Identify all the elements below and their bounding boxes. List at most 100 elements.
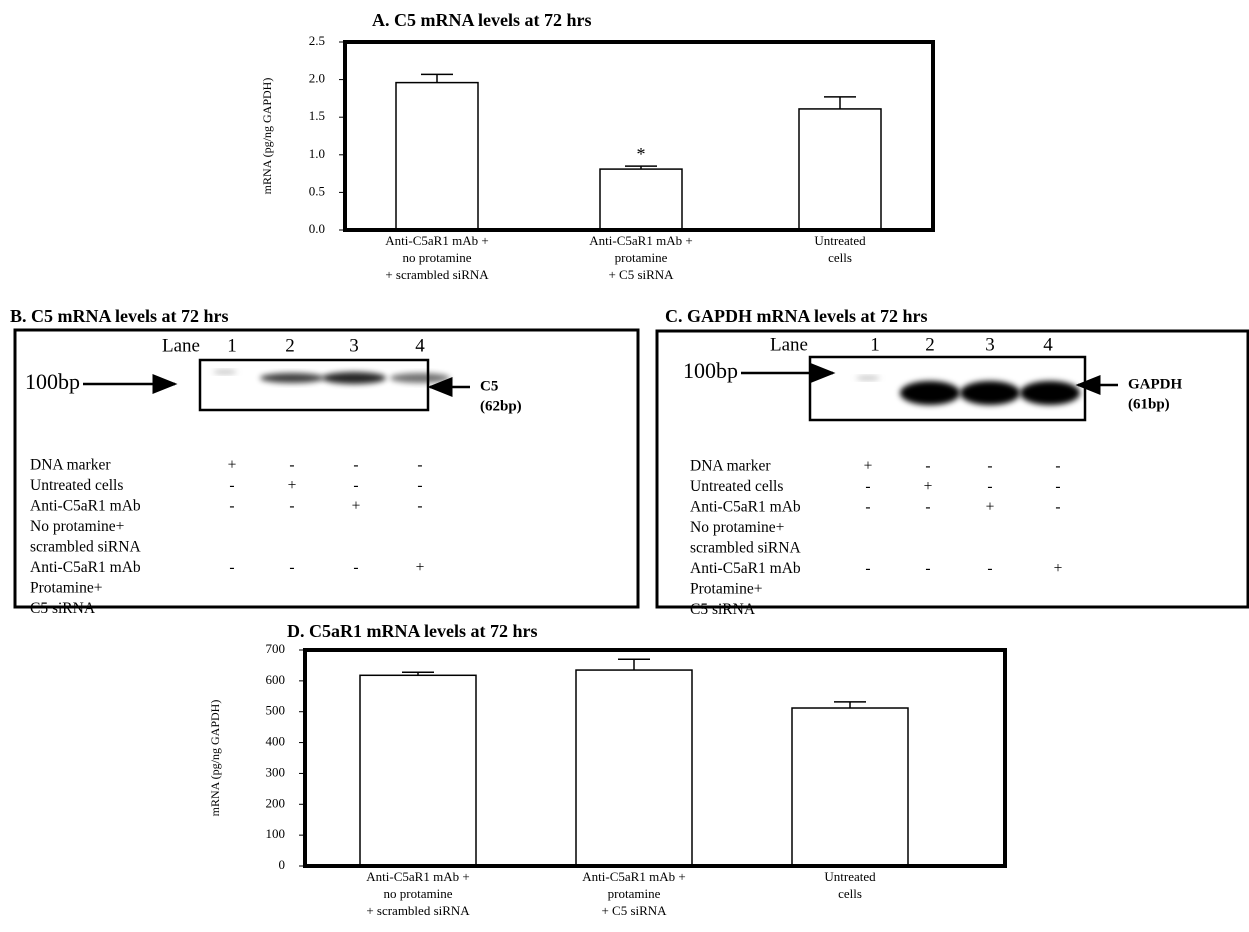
marker-band [856,376,880,380]
row-sign: + [924,478,933,495]
row-sign: - [353,477,358,494]
row-sign: - [353,457,358,474]
bar [792,708,908,866]
row-sign: - [865,478,870,495]
y-tick-label: 400 [266,734,286,749]
row-sign: - [987,560,992,577]
row-sign: + [352,498,361,515]
row-label: Anti-C5aR1 mAb [30,498,141,515]
bar [799,109,881,230]
row-sign: - [229,559,234,576]
row-label: C5 siRNA [690,601,756,618]
gel-band [260,373,324,383]
error-bar [618,659,650,670]
marker-band [213,370,237,374]
row-sign: - [289,457,294,474]
lane-number: 2 [285,335,295,356]
gel-band [1020,381,1080,405]
row-label: Anti-C5aR1 mAb [690,560,801,577]
row-sign: + [288,477,297,494]
figure: A. C5 mRNA levels at 72 hrs mRNA (pg/ng G… [0,0,1249,932]
x-tick-label: no protamine [403,250,472,265]
x-tick-label: + scrambled siRNA [366,903,470,918]
row-label: Protamine+ [30,580,102,597]
lane-label: Lane [770,334,808,355]
row-sign: - [289,498,294,515]
lane-number: 3 [349,335,359,356]
gel-image [200,360,428,410]
bar [360,675,476,866]
row-sign: - [229,498,234,515]
row-sign: + [416,559,425,576]
row-sign: - [925,560,930,577]
chart-title: A. C5 mRNA levels at 72 hrs [372,10,591,30]
gel-band [960,381,1020,405]
marker-label: 100bp [683,358,738,383]
row-sign: - [417,457,422,474]
row-label: Untreated cells [30,477,123,494]
lane-label: Lane [162,335,200,356]
row-sign: - [925,499,930,516]
x-tick-label: Anti-C5aR1 mAb + [582,869,685,884]
x-tick-label: no protamine [384,886,453,901]
row-label: Untreated cells [690,478,783,495]
row-sign: - [1055,499,1060,516]
lane-number: 4 [415,335,425,356]
error-bar [834,702,866,708]
lane-number: 4 [1043,334,1053,355]
x-tick-label: Anti-C5aR1 mAb + [385,233,488,248]
y-tick-label: 100 [266,826,286,841]
y-axis-label: mRNA (pg/ng GAPDH) [260,78,274,195]
x-tick-label: cells [828,250,852,265]
x-tick-label: Untreated [824,869,876,884]
y-tick-label: 0.5 [309,183,325,198]
row-sign: + [864,458,873,475]
row-sign: + [1054,560,1063,577]
row-sign: - [229,477,234,494]
row-sign: - [987,478,992,495]
x-tick-label: Anti-C5aR1 mAb + [589,233,692,248]
row-sign: - [865,560,870,577]
row-label: scrambled siRNA [690,540,801,557]
row-sign: - [289,559,294,576]
bar [600,169,682,230]
row-label: scrambled siRNA [30,539,141,556]
error-bar [824,97,856,109]
gel-band [322,372,386,384]
bar [576,670,692,866]
band-label: (62bp) [480,398,522,414]
y-tick-label: 300 [266,764,286,779]
gel-band [900,381,960,405]
row-sign: - [417,477,422,494]
lane-number: 1 [870,334,880,355]
band-label: (61bp) [1128,396,1170,412]
row-sign: + [228,457,237,474]
y-tick-label: 0 [279,857,286,872]
lane-number: 3 [985,334,995,355]
panel-title: B. C5 mRNA levels at 72 hrs [10,306,229,326]
error-bar [421,74,453,82]
gel-band [390,373,450,383]
row-sign: + [986,499,995,516]
y-tick-label: 600 [266,672,286,687]
bar [396,83,478,230]
row-label: Anti-C5aR1 mAb [30,559,141,576]
y-tick-label: 700 [266,641,286,656]
y-tick-label: 200 [266,795,286,810]
row-sign: - [353,559,358,576]
y-tick-label: 2.0 [309,71,325,86]
x-tick-label: + scrambled siRNA [385,267,489,282]
annotation: * [637,144,646,164]
row-label: DNA marker [30,457,111,474]
row-sign: - [1055,478,1060,495]
x-tick-label: protamine [615,250,668,265]
row-sign: - [987,458,992,475]
row-label: C5 siRNA [30,600,96,617]
y-tick-label: 2.5 [309,33,325,48]
row-label: DNA marker [690,458,771,475]
x-tick-label: cells [838,886,862,901]
panel-title: C. GAPDH mRNA levels at 72 hrs [665,306,927,326]
band-label: GAPDH [1128,376,1182,392]
row-sign: - [925,458,930,475]
band-label: C5 [480,378,498,394]
